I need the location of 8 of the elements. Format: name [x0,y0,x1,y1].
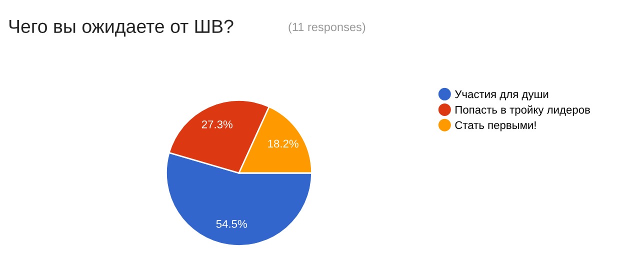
data-label: 54.5% [216,220,247,228]
legend-label: Участия для души [454,90,548,100]
chart-title: Чего вы ожидаете от ШВ? [9,20,234,37]
legend-label: Стать первыми! [455,121,536,132]
data-label: 18.2% [268,140,298,148]
data-label: 27.3% [202,120,232,128]
chart-subtitle: (11 responses) [288,22,366,34]
legend-label: Попасть в тройку лидеров [456,105,590,116]
